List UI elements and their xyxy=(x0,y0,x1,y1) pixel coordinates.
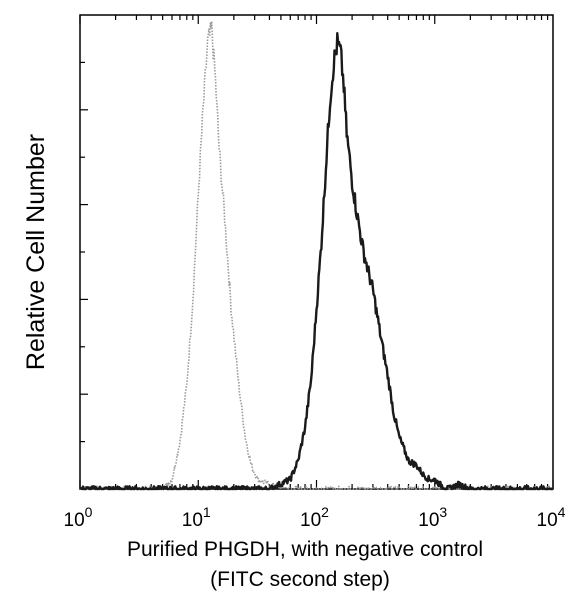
x-tick-label: 100 xyxy=(64,504,93,531)
x-tick-label: 103 xyxy=(418,504,447,531)
x-axis-title-line2: (FITC second step) xyxy=(210,568,390,591)
x-axis-ticks xyxy=(79,15,554,489)
x-tick-label: 101 xyxy=(182,504,211,531)
x-axis-title: Purified PHGDH, with negative control xyxy=(127,538,483,561)
negative-control-histogram-line xyxy=(79,20,554,490)
phgdh-histogram-line xyxy=(79,32,554,491)
plot-frame xyxy=(79,14,554,490)
x-tick-label: 104 xyxy=(537,504,566,531)
x-tick-label: 102 xyxy=(300,504,329,531)
y-axis-title: Relative Cell Number xyxy=(22,134,50,370)
series-layer xyxy=(79,20,554,491)
y-axis-ticks xyxy=(80,61,88,443)
x-axis-tick-labels: 100 101 102 103 104 xyxy=(64,504,566,531)
